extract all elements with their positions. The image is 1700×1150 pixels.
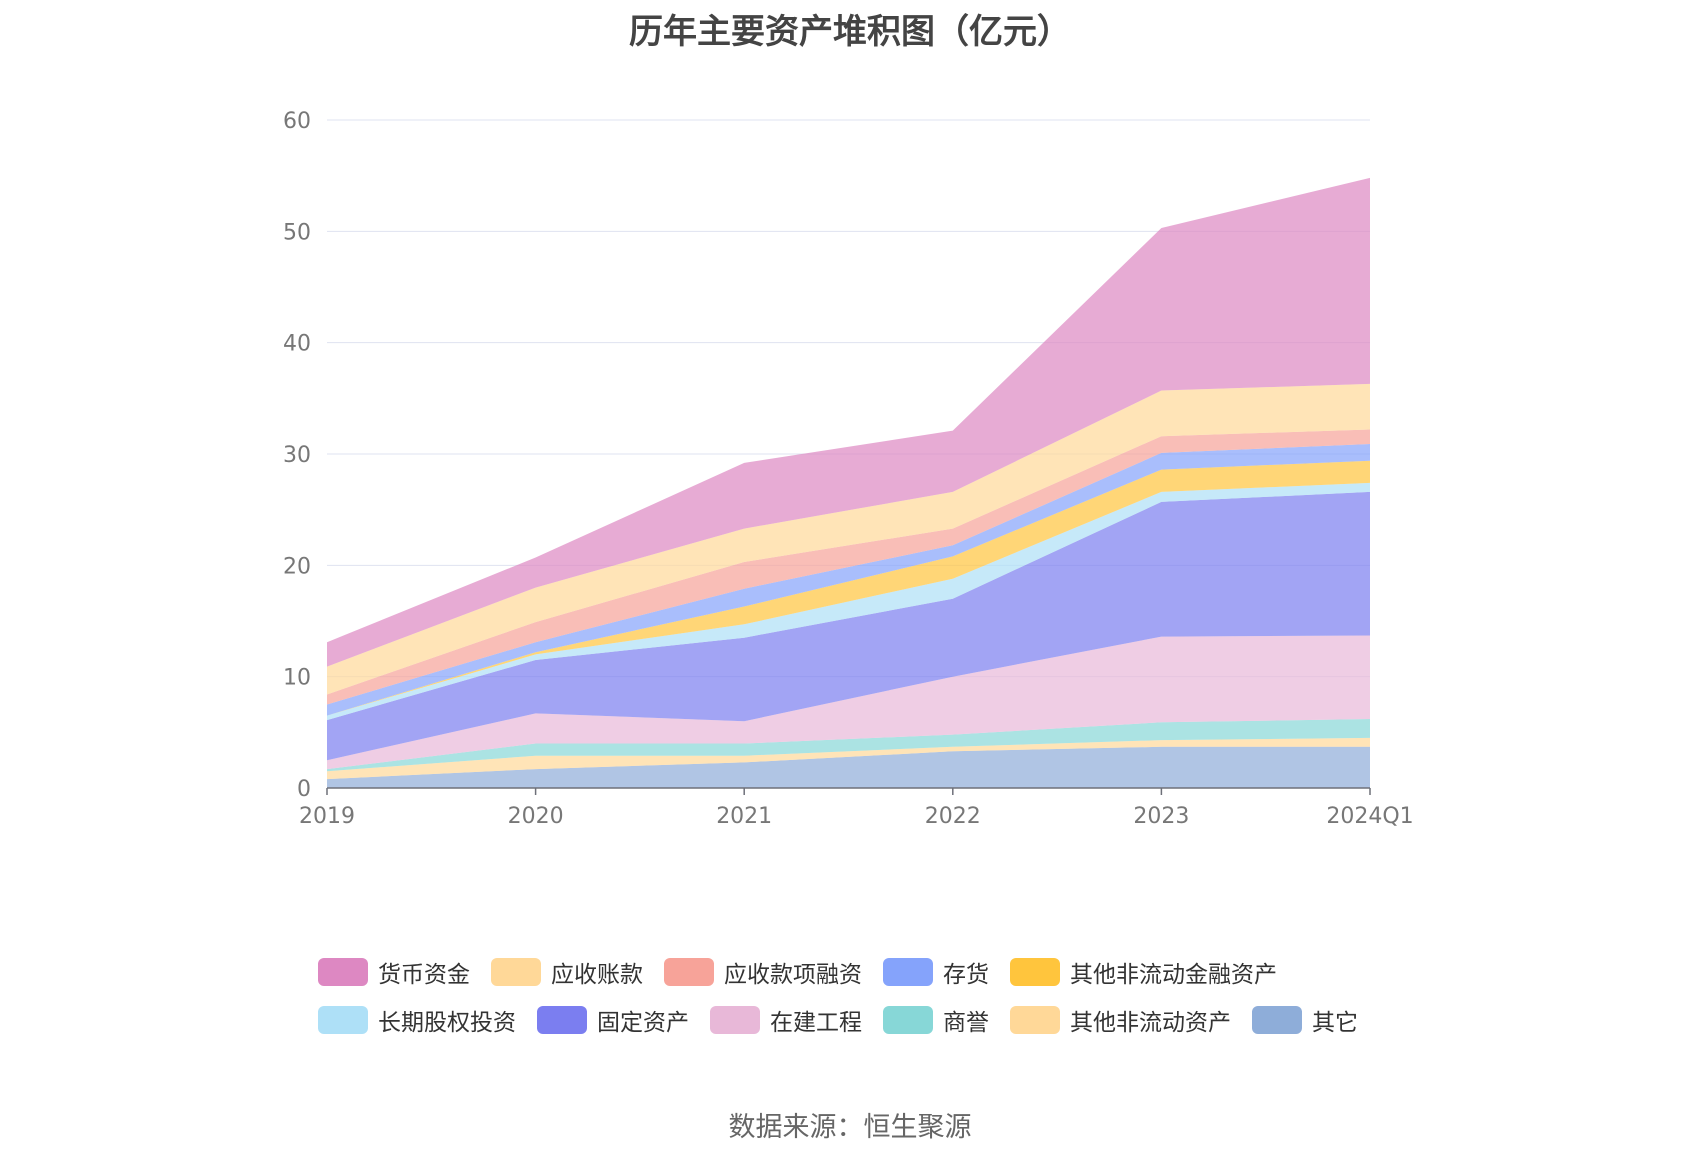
legend-item[interactable]: 商誉 [883,1003,989,1037]
legend-label: 存货 [943,962,989,988]
area-series [327,177,1370,788]
legend-label: 其他非流动金融资产 [1070,962,1277,988]
area-series-10 [327,177,1370,667]
legend-row: 货币资金 应收账款 应收款项融资 存货 其他非流动金融资产 [318,948,1518,996]
y-tick-label: 60 [283,109,311,134]
legend-swatch [537,1006,587,1034]
y-axis-tick-labels: 0 10 20 30 40 50 60 [283,109,311,802]
area-series-9 [327,383,1370,695]
legend-swatch [664,958,714,986]
area-series-8 [327,429,1370,705]
y-tick-label: 20 [283,554,311,579]
x-axis-tick-labels: 2019 2020 2021 2022 2023 2024Q1 [299,804,1414,829]
x-axis [326,787,1371,795]
legend: 货币资金 应收账款 应收款项融资 存货 其他非流动金融资产长期股权投资 固定资产 在建工程 商… [318,948,1518,1044]
chart-title: 历年主要资产堆积图（亿元） [629,12,1071,52]
legend-item[interactable]: 固定资产 [537,1003,689,1037]
x-tick-label: 2024Q1 [1326,804,1413,829]
legend-swatch [883,958,933,986]
area-series-7 [327,444,1370,716]
y-tick-label: 50 [283,220,311,245]
legend-label: 在建工程 [770,1010,862,1036]
legend-label: 其它 [1312,1010,1358,1036]
area-series-6 [327,460,1370,716]
legend-swatch [318,958,368,986]
legend-swatch [1010,958,1060,986]
area-series-1 [327,737,1370,780]
legend-label: 长期股权投资 [378,1010,516,1036]
area-series-4 [327,491,1370,761]
legend-item[interactable]: 其他非流动金融资产 [1010,955,1277,989]
legend-swatch [883,1006,933,1034]
legend-swatch [1010,1006,1060,1034]
x-tick-label: 2020 [508,804,564,829]
legend-label: 货币资金 [378,962,470,988]
y-tick-label: 0 [297,777,311,802]
legend-swatch [318,1006,368,1034]
legend-swatch [710,1006,760,1034]
area-series-3 [327,635,1370,770]
area-series-0 [327,746,1370,788]
x-tick-label: 2022 [925,804,981,829]
legend-item[interactable]: 应收款项融资 [664,955,862,989]
x-tick-label: 2019 [299,804,355,829]
y-tick-label: 10 [283,666,311,691]
legend-item[interactable]: 在建工程 [710,1003,862,1037]
legend-item[interactable]: 长期股权投资 [318,1003,516,1037]
legend-label: 商誉 [943,1010,989,1036]
y-tick-label: 30 [283,443,311,468]
legend-label: 应收款项融资 [724,962,862,988]
x-tick-label: 2023 [1133,804,1189,829]
legend-label: 应收账款 [551,962,643,988]
legend-swatch [491,958,541,986]
legend-swatch [1252,1006,1302,1034]
legend-item[interactable]: 其它 [1252,1003,1358,1037]
y-tick-label: 40 [283,332,311,357]
legend-item[interactable]: 货币资金 [318,955,470,989]
area-series-2 [327,719,1370,772]
x-tick-label: 2021 [716,804,772,829]
legend-label: 固定资产 [597,1010,689,1036]
source-note: 数据来源：恒生聚源 [728,1112,972,1143]
legend-item[interactable]: 其他非流动资产 [1010,1003,1231,1037]
legend-item[interactable]: 应收账款 [491,955,643,989]
legend-label: 其他非流动资产 [1070,1010,1231,1036]
legend-item[interactable]: 存货 [883,955,989,989]
legend-row: 长期股权投资 固定资产 在建工程 商誉 其他非流动资产 其它 [318,996,1518,1044]
